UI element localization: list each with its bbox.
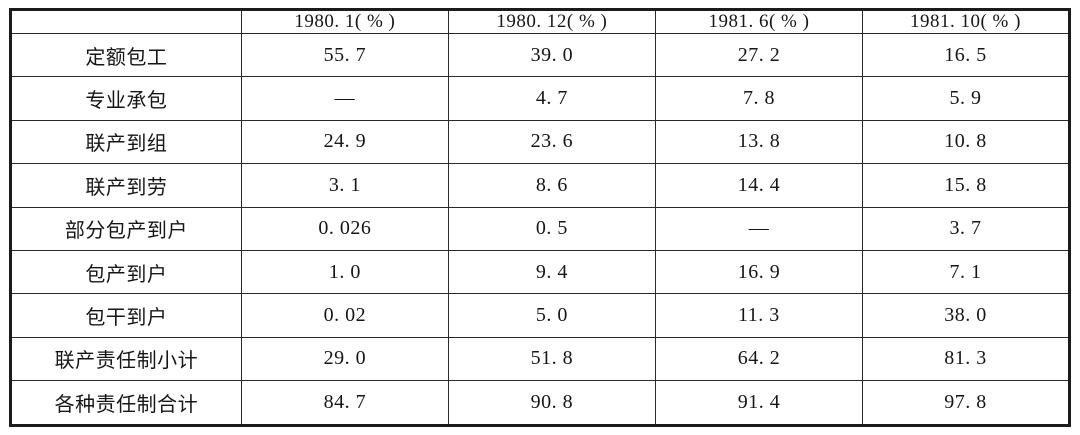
table-row: 专业承包 — 4. 7 7. 8 5. 9 <box>10 76 1071 121</box>
table-row: 包产到户 1. 0 9. 4 16. 9 7. 1 <box>10 249 1071 295</box>
table-cell: 64. 2 <box>654 336 863 382</box>
table-cell: 24. 9 <box>240 119 449 165</box>
table-cell: 4. 7 <box>447 76 656 121</box>
responsibility-system-table: 1980. 1( % ) 1980. 12( % ) 1981. 6( % ) … <box>9 8 1071 427</box>
header-cell-1981-10: 1981. 10( % ) <box>861 9 1071 34</box>
table-cell: 91. 4 <box>654 380 863 426</box>
row-label: 专业承包 <box>10 76 242 121</box>
table-cell: 39. 0 <box>447 32 656 78</box>
row-label: 部分包产到户 <box>10 206 242 251</box>
table-cell: 15. 8 <box>861 163 1071 208</box>
table-cell: 13. 8 <box>654 119 863 165</box>
table-cell: 1. 0 <box>240 249 449 295</box>
table-cell: 14. 4 <box>654 163 863 208</box>
table-row: 联产到劳 3. 1 8. 6 14. 4 15. 8 <box>10 163 1071 208</box>
table-cell: 5. 0 <box>447 293 656 338</box>
table-cell: — <box>654 206 863 251</box>
row-label: 联产到劳 <box>10 163 242 208</box>
table-cell: 23. 6 <box>447 119 656 165</box>
table-cell: 3. 7 <box>861 206 1071 251</box>
table-row: 部分包产到户 0. 026 0. 5 — 3. 7 <box>10 206 1071 251</box>
table-cell: 84. 7 <box>240 380 449 426</box>
table-row: 联产到组 24. 9 23. 6 13. 8 10. 8 <box>10 119 1071 165</box>
table-cell: 9. 4 <box>447 249 656 295</box>
row-label: 包产到户 <box>10 249 242 295</box>
table-cell: 97. 8 <box>861 380 1071 426</box>
table-cell: 81. 3 <box>861 336 1071 382</box>
header-cell-1980-1: 1980. 1( % ) <box>240 9 449 34</box>
table-cell: 7. 1 <box>861 249 1071 295</box>
table-cell: — <box>240 76 449 121</box>
table-row: 各种责任制合计 84. 7 90. 8 91. 4 97. 8 <box>10 380 1071 426</box>
header-cell-1980-12: 1980. 12( % ) <box>447 9 656 34</box>
table-cell: 55. 7 <box>240 32 449 78</box>
table-cell: 90. 8 <box>447 380 656 426</box>
row-label: 定额包工 <box>10 32 242 78</box>
table-cell: 0. 026 <box>240 206 449 251</box>
header-cell-1981-6: 1981. 6( % ) <box>654 9 863 34</box>
table-cell: 0. 5 <box>447 206 656 251</box>
row-label: 联产到组 <box>10 119 242 165</box>
row-label: 联产责任制小计 <box>10 336 242 382</box>
table-row: 联产责任制小计 29. 0 51. 8 64. 2 81. 3 <box>10 336 1071 382</box>
table-cell: 7. 8 <box>654 76 863 121</box>
table-cell: 16. 9 <box>654 249 863 295</box>
table-cell: 11. 3 <box>654 293 863 338</box>
table-row: 定额包工 55. 7 39. 0 27. 2 16. 5 <box>10 32 1071 78</box>
table-cell: 38. 0 <box>861 293 1071 338</box>
table-cell: 27. 2 <box>654 32 863 78</box>
table-header-row: 1980. 1( % ) 1980. 12( % ) 1981. 6( % ) … <box>10 9 1071 34</box>
table-cell: 8. 6 <box>447 163 656 208</box>
table-cell: 0. 02 <box>240 293 449 338</box>
table-cell: 16. 5 <box>861 32 1071 78</box>
table-cell: 10. 8 <box>861 119 1071 165</box>
table-cell: 29. 0 <box>240 336 449 382</box>
row-label: 包干到户 <box>10 293 242 338</box>
row-label: 各种责任制合计 <box>10 380 242 426</box>
table-row: 包干到户 0. 02 5. 0 11. 3 38. 0 <box>10 293 1071 338</box>
table-cell: 5. 9 <box>861 76 1071 121</box>
table-cell: 3. 1 <box>240 163 449 208</box>
table-cell: 51. 8 <box>447 336 656 382</box>
header-cell-label <box>10 9 242 34</box>
